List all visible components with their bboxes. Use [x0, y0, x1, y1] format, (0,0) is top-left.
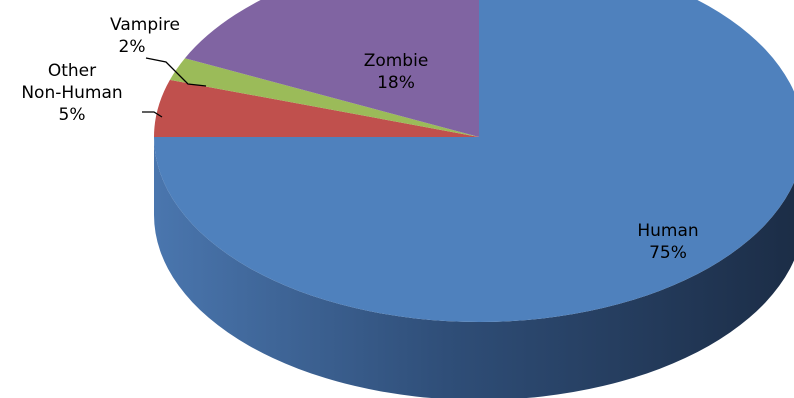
slice-side-human [154, 137, 794, 398]
slice-value-human: 75% [649, 243, 687, 263]
leader-line-other-non-human [142, 111, 163, 118]
leader-line-vampire [145, 57, 207, 87]
slice-zombie [184, 0, 479, 137]
slice-value-other-non-human: 5% [59, 105, 86, 125]
slice-label-human: Human [637, 221, 698, 241]
pie-depth-layer [154, 137, 794, 398]
slice-vampire [169, 58, 480, 137]
slice-label-other-non-human-line-1: Other [48, 61, 96, 81]
slice-other-non-human [154, 79, 479, 137]
slice-value-zombie: 18% [377, 73, 415, 93]
slice-label-zombie: Zombie [364, 51, 429, 71]
slice-value-vampire: 2% [119, 37, 146, 57]
pie-top-layer [154, 0, 794, 322]
slice-label-other-non-human-line-2: Non-Human [21, 83, 122, 103]
slice-label-vampire: Vampire [110, 15, 180, 35]
slice-human [154, 0, 794, 322]
